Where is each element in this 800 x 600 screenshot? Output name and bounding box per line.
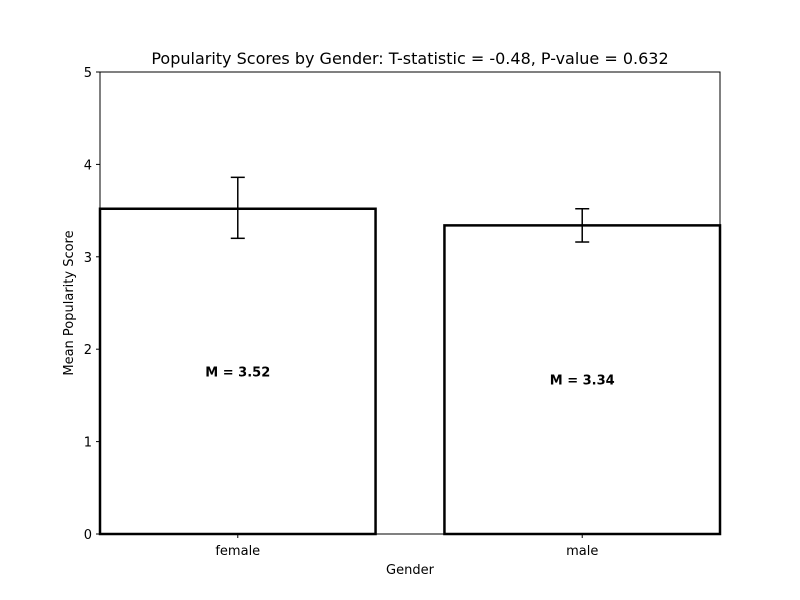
axes-layer: female male 0 1 2 3 4 5 xyxy=(84,66,721,559)
chart-title: Popularity Scores by Gender: T-statistic… xyxy=(151,49,668,68)
bar-male xyxy=(443,224,722,536)
data-label-male: M = 3.34 xyxy=(550,374,615,389)
x-tick-label-female: female xyxy=(215,544,260,559)
y-tick-label-3: 3 xyxy=(84,251,92,266)
bar-female xyxy=(98,207,377,536)
plot-frame xyxy=(99,71,721,535)
x-axis-label: Gender xyxy=(386,563,435,578)
y-tick-label-2: 2 xyxy=(84,343,92,358)
y-tick-label-4: 4 xyxy=(84,158,92,173)
data-label-female: M = 3.52 xyxy=(205,365,270,380)
x-tick-label-male: male xyxy=(566,544,598,559)
bars-layer xyxy=(98,207,722,536)
data-labels-layer: M = 3.52 M = 3.34 xyxy=(205,365,614,388)
y-tick-label-1: 1 xyxy=(84,436,92,451)
y-tick-label-0: 0 xyxy=(84,528,92,543)
error-bars-layer xyxy=(230,176,590,243)
y-tick-label-5: 5 xyxy=(84,66,92,81)
y-axis-label: Mean Popularity Score xyxy=(62,230,77,375)
